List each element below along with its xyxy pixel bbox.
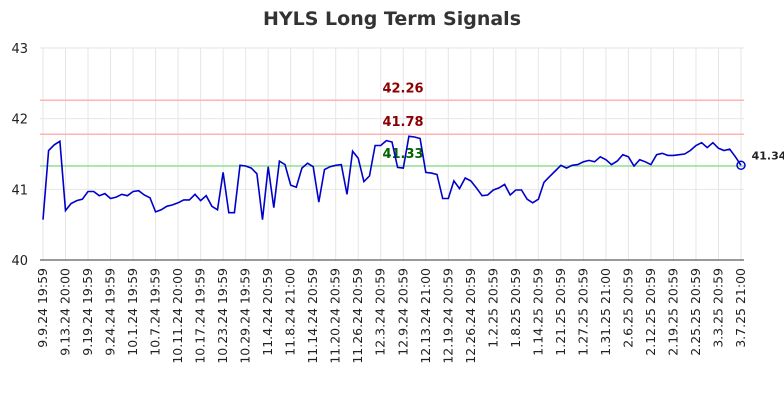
x-tick-label: 9.24.24 19:59 bbox=[103, 268, 118, 356]
x-tick-label: 10.7.24 19:59 bbox=[148, 268, 163, 356]
x-tick-label: 11.4.24 20:59 bbox=[260, 268, 275, 356]
x-tick-label: 10.29.24 19:59 bbox=[238, 268, 253, 364]
x-tick-label: 9.19.24 19:59 bbox=[80, 268, 95, 356]
x-tick-label: 3.3.25 20:59 bbox=[710, 268, 725, 348]
x-tick-label: 2.6.25 20:59 bbox=[620, 268, 635, 348]
x-tick-label: 2.25.25 20:59 bbox=[688, 268, 703, 356]
y-tick-label: 42 bbox=[11, 113, 28, 128]
x-tick-label: 1.21.25 20:59 bbox=[553, 268, 568, 356]
x-tick-label: 1.8.25 20:59 bbox=[508, 268, 523, 348]
x-tick-label: 2.19.25 20:59 bbox=[665, 268, 680, 356]
x-tick-label: 12.26.24 20:59 bbox=[463, 268, 478, 364]
x-tick-label: 12.9.24 20:59 bbox=[395, 268, 410, 356]
y-tick-label: 43 bbox=[11, 42, 28, 57]
x-tick-label: 10.1.24 19:59 bbox=[125, 268, 140, 356]
x-tick-label: 9.13.24 20:00 bbox=[58, 268, 73, 356]
x-tick-label: 11.20.24 20:59 bbox=[328, 268, 343, 364]
signal-label: 42.26 bbox=[382, 81, 423, 96]
chart-title: HYLS Long Term Signals bbox=[263, 8, 521, 30]
last-point bbox=[736, 160, 746, 171]
x-tick-label: 11.26.24 20:59 bbox=[350, 268, 365, 364]
x-tick-label: 10.11.24 20:00 bbox=[170, 268, 185, 364]
x-tick-label: 1.27.25 20:59 bbox=[575, 268, 590, 356]
price-line bbox=[42, 135, 742, 220]
x-tick-label: 1.2.25 20:59 bbox=[485, 268, 500, 348]
x-tick-label: 10.17.24 19:59 bbox=[193, 268, 208, 364]
x-tick-label: 12.3.24 20:59 bbox=[373, 268, 388, 356]
x-tick-label: 9.9.24 19:59 bbox=[35, 268, 50, 348]
y-tick-label: 40 bbox=[11, 254, 28, 269]
y-tick-label: 41 bbox=[11, 183, 28, 198]
x-tick-label: 12.13.24 21:00 bbox=[418, 268, 433, 364]
x-tick-label: 11.14.24 20:59 bbox=[305, 268, 320, 364]
x-tick-label: 3.7.25 21:00 bbox=[733, 268, 748, 348]
signal-label: 41.33 bbox=[382, 147, 423, 162]
x-tick-label: 10.23.24 19:59 bbox=[215, 268, 230, 364]
x-tick-label: 1.14.25 20:59 bbox=[530, 268, 545, 356]
x-tick-label: 2.12.25 20:59 bbox=[643, 268, 658, 356]
x-tick-label: 12.19.24 20:59 bbox=[440, 268, 455, 364]
last-value-label: 41.34 bbox=[752, 149, 784, 162]
x-tick-label: 1.31.25 21:00 bbox=[598, 268, 613, 356]
x-tick-label: 11.8.24 21:00 bbox=[283, 268, 298, 356]
signal-label: 41.78 bbox=[382, 115, 423, 130]
